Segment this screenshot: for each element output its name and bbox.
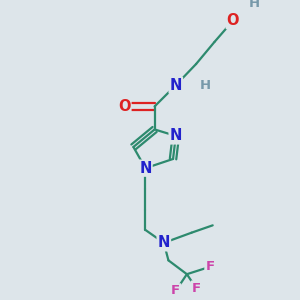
Text: N: N <box>169 78 182 93</box>
Text: H: H <box>200 79 211 92</box>
Text: F: F <box>191 281 201 295</box>
Text: O: O <box>227 13 239 28</box>
Text: N: N <box>139 161 152 176</box>
Text: F: F <box>171 284 180 297</box>
Text: N: N <box>169 128 182 143</box>
Text: N: N <box>158 235 170 250</box>
Text: F: F <box>206 260 214 273</box>
Text: H: H <box>249 0 260 10</box>
Text: O: O <box>118 99 130 114</box>
